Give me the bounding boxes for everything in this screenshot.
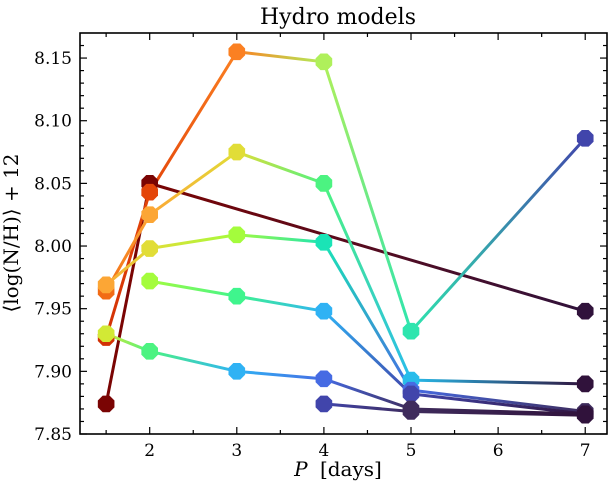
series-line-segment — [148, 150, 239, 217]
data-point-marker — [576, 129, 594, 147]
data-point-marker — [228, 143, 246, 161]
data-point-marker — [141, 183, 158, 201]
series-line-segment — [409, 378, 587, 386]
data-point-marker — [97, 325, 115, 343]
series-line-segment — [235, 50, 326, 64]
data-point-marker — [97, 395, 115, 413]
data-point-marker — [315, 395, 333, 413]
x-axis-label: P [days] — [293, 457, 382, 481]
x-tick-label: 6 — [493, 441, 504, 461]
chart-title: Hydro models — [260, 5, 416, 30]
y-tick-label: 8.10 — [34, 112, 72, 132]
data-point-marker — [576, 302, 594, 320]
data-point-marker — [315, 302, 333, 320]
y-axis-label: ⟨log(N/H)⟩ + 12 — [0, 153, 23, 312]
x-axis-unit: [days] — [320, 457, 382, 481]
series-line-segment — [409, 136, 587, 333]
series-line-segment — [235, 150, 326, 185]
data-point-marker — [228, 43, 246, 61]
y-tick-label: 7.85 — [34, 425, 72, 445]
series-line-segment — [235, 233, 326, 244]
series-line-segment — [322, 60, 413, 333]
series-line-segment — [235, 369, 326, 381]
series-line-segment — [409, 392, 587, 416]
data-point-marker — [402, 322, 420, 340]
x-tick-label: 7 — [580, 441, 591, 461]
series-line-segment — [322, 240, 413, 392]
series-line-segment — [148, 349, 239, 373]
data-point-marker — [228, 363, 246, 380]
x-tick-label: 2 — [144, 441, 155, 461]
data-point-marker — [315, 175, 333, 192]
y-tick-label: 7.95 — [34, 300, 72, 320]
data-point-marker — [228, 287, 246, 305]
data-point-marker — [97, 276, 115, 294]
series-line-segment — [409, 388, 587, 413]
series-line-segment — [322, 181, 413, 382]
series-line-segment — [148, 233, 239, 251]
data-point-marker — [576, 406, 594, 424]
data-point-marker — [315, 53, 333, 71]
series-line-segment — [235, 294, 326, 313]
y-tick-label: 8.00 — [34, 237, 72, 257]
series-line-segment — [148, 50, 239, 194]
series-line-segment — [104, 247, 152, 287]
data-point-marker — [402, 385, 420, 403]
x-tick-label: 5 — [406, 441, 417, 461]
series-line-segment — [322, 377, 413, 411]
series-line-segment — [148, 181, 587, 313]
series-line-segment — [322, 402, 413, 413]
y-tick-label: 7.90 — [34, 362, 72, 382]
series-line-segment — [322, 309, 413, 396]
axis-ticks: 2 3 4 5 6 7 7.85 7.90 7.95 8.00 8.05 8.10 8.15 — [34, 33, 607, 461]
data-point-marker — [141, 272, 158, 290]
x-tick-label: 3 — [231, 441, 242, 461]
data-point-marker — [141, 206, 158, 224]
y-tick-label: 8.15 — [34, 49, 72, 69]
data-point-marker — [402, 403, 420, 420]
data-point-marker — [228, 226, 246, 244]
data-point-marker — [141, 240, 158, 257]
x-tick-label: 4 — [318, 441, 329, 461]
plot-frame — [79, 32, 608, 435]
x-axis-variable: P — [293, 457, 308, 481]
series-line-segment — [148, 279, 239, 298]
data-point-marker — [315, 370, 333, 388]
series-line-segment — [409, 409, 587, 417]
data-point-marker — [576, 375, 594, 393]
series-layer — [97, 43, 594, 424]
y-tick-label: 8.05 — [34, 174, 72, 194]
data-point-marker — [141, 342, 158, 360]
data-point-marker — [315, 233, 333, 251]
